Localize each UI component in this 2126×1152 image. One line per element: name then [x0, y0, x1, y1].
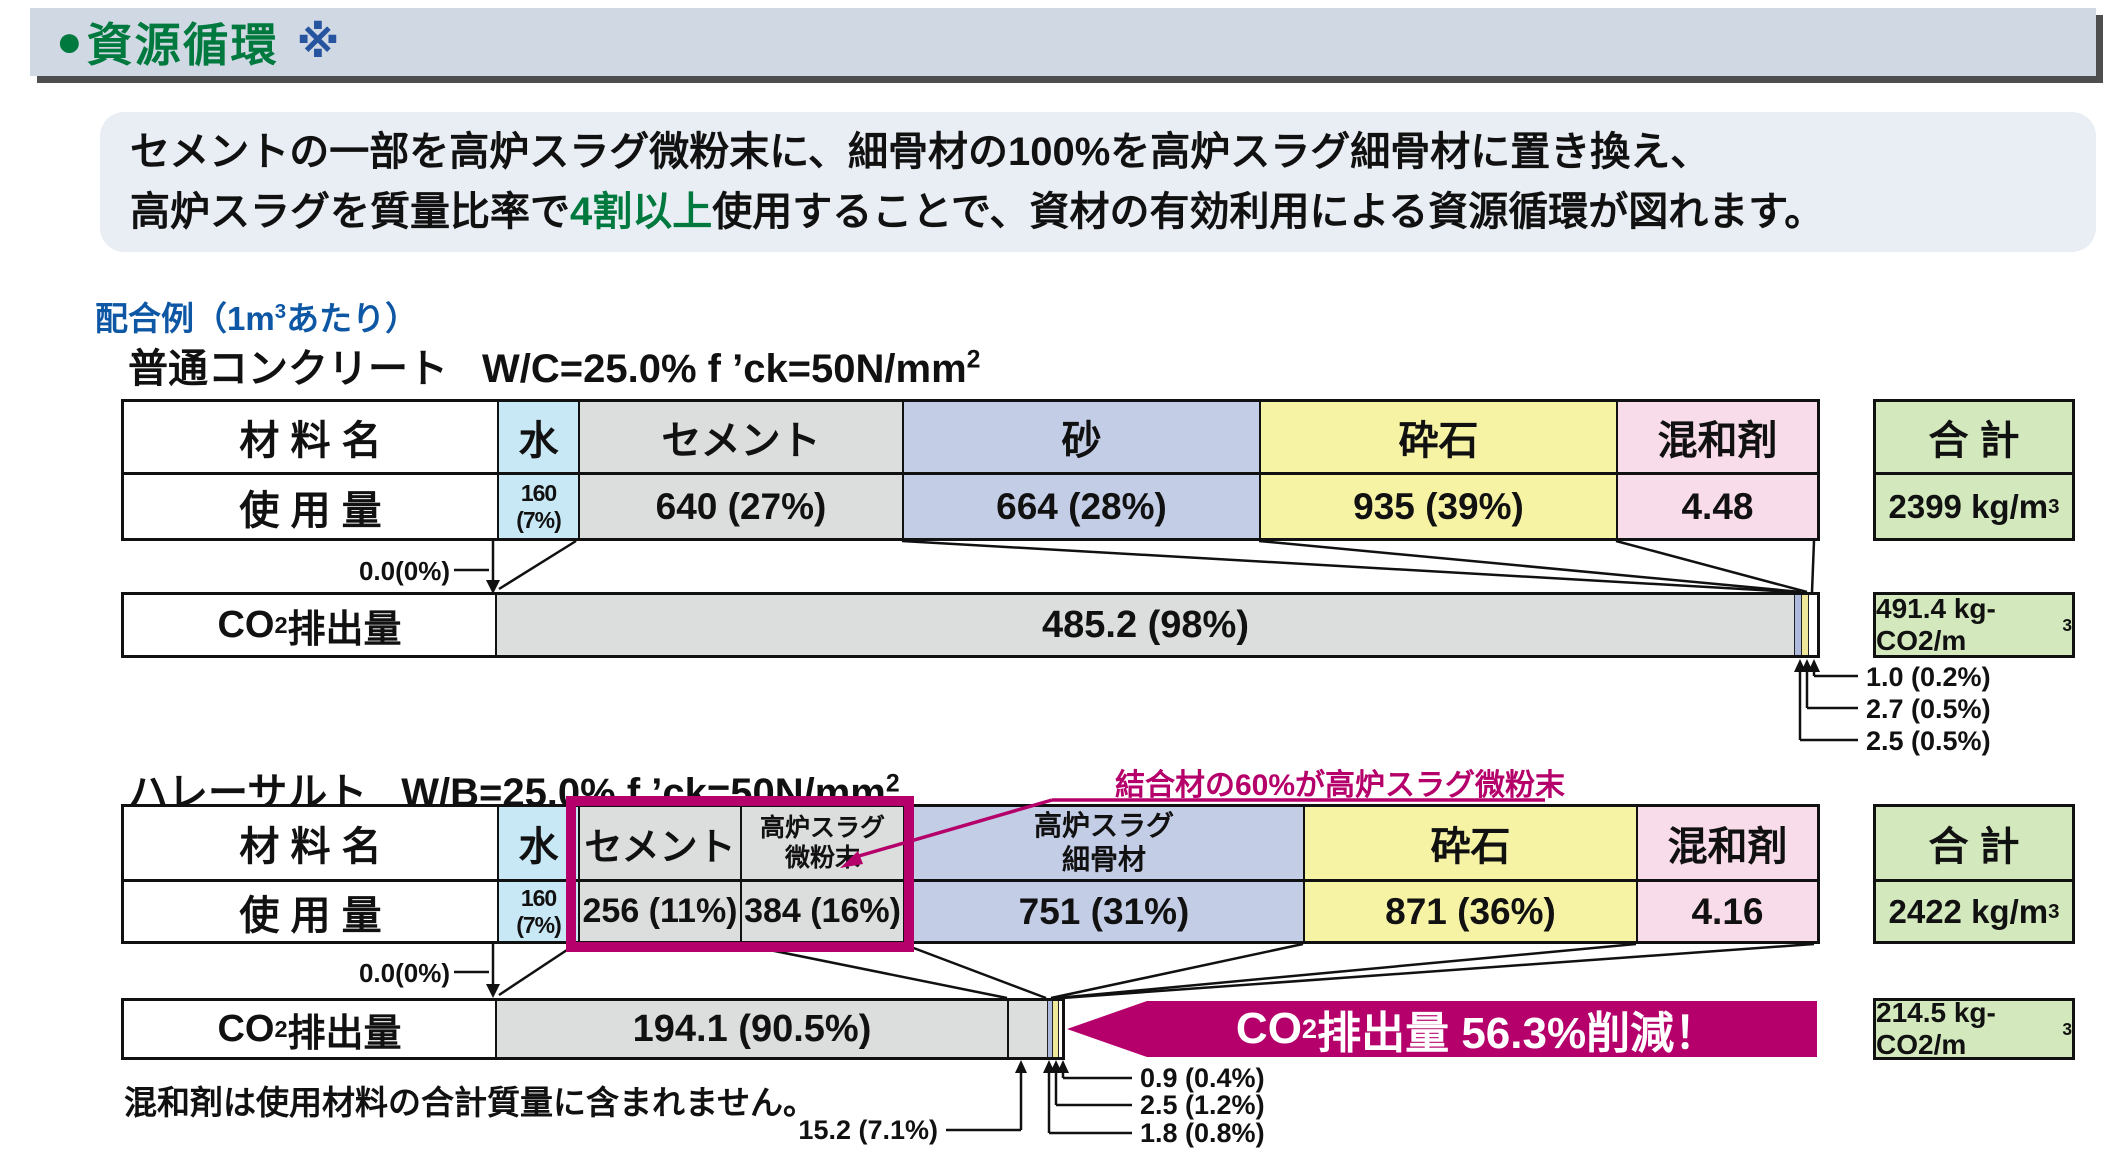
table1-usage-sand: 664 (28%) — [902, 472, 1259, 538]
table2-header-admixture: 混和剤 — [1636, 807, 1817, 879]
table2-usage-stone: 871 (36%) — [1303, 879, 1636, 941]
table1-header-sand: 砂 — [902, 402, 1259, 472]
admixture-note: 混和剤は使用材料の合計質量に含まれません。 — [124, 1084, 817, 1121]
table2-co2-segment-slag-powder — [1007, 1001, 1047, 1057]
table1-usage-label: 使 用 量 — [124, 472, 497, 538]
table2-co2-segment-cement: 194.1 (90.5%) — [497, 1001, 1007, 1057]
table1-header-stone: 砕石 — [1259, 402, 1616, 472]
table2-header-slag-aggregate: 高炉スラグ 細骨材 — [903, 807, 1303, 879]
table2-co2-segment-stone — [1052, 1001, 1058, 1057]
intro-line2-post: 使用することで、資材の有効利用による資源循環が図れます。 — [712, 190, 1825, 234]
table1-materials: 材 料 名 水 セメント 砂 砕石 混和剤 使 用 量 160 (7%) 640… — [121, 399, 1820, 541]
table2-usage-slag-aggregate: 751 (31%) — [903, 879, 1303, 941]
intro-line-2: 高炉スラグを質量比率で4割以上使用することで、資材の有効利用による資源循環が図れ… — [130, 182, 2096, 242]
table2-usage-slag-powder: 384 (16%) — [740, 879, 903, 941]
co2-reduction-arrow: CO 2 排出量 56.3%削減！ — [1067, 1001, 1817, 1057]
table1-title: 普通コンクリート W/C=25.0% f ’ck=50N/mm2 — [128, 336, 980, 394]
table1-header-material: 材 料 名 — [239, 419, 382, 463]
table1-total-label: 合 計 — [1928, 419, 2020, 463]
intro-line-1: セメントの一部を高炉スラグ微粉末に、細骨材の100%を高炉スラグ細骨材に置き換え… — [130, 130, 1711, 174]
table2-callout-slag-powder: 15.2 (7.1%) — [798, 1115, 938, 1145]
intro-line2-highlight: 4割以上 — [570, 190, 713, 234]
table1-callout-sand: 2.5 (0.5%) — [1866, 726, 1991, 756]
table2-callout-slag-aggregate: 1.8 (0.8%) — [1140, 1118, 1265, 1148]
table2-usage-label: 使 用 量 — [124, 879, 497, 941]
table2-co2-segment-slag-aggregate — [1047, 1001, 1052, 1057]
table2-co2-label: CO 2 排出量 — [124, 1001, 497, 1057]
table1-total-value: 2399 kg/m 3 — [1876, 472, 2072, 538]
table1-co2-row: CO 2 排出量 485.2 (98%) — [121, 592, 1820, 658]
table1-usage-cement: 640 (27%) — [578, 472, 902, 538]
table1-co2-segment-cement: 485.2 (98%) — [497, 595, 1794, 655]
intro-line2-pre: 高炉スラグを質量比率で — [130, 190, 570, 234]
table1-usage-water: 160 (7%) — [497, 472, 578, 538]
table1-header-cement: セメント — [578, 402, 902, 472]
table2-materials: 材 料 名 水 セメント 高炉スラグ 微粉末 高炉スラグ 細骨材 砕石 混和剤 … — [121, 804, 1820, 944]
section-title: 資源循環 — [86, 19, 279, 71]
table2-header-slag-powder: 高炉スラグ 微粉末 — [740, 807, 903, 879]
table1-zero-label: 0.0(0%) — [358, 556, 450, 586]
table2-total-label: 合 計 — [1928, 825, 2020, 869]
table1-header-admixture: 混和剤 — [1616, 402, 1817, 472]
table1-co2-label: CO 2 排出量 — [124, 595, 497, 655]
table1-co2-segment-admixture — [1808, 595, 1817, 655]
table1-callout-admixture: 1.0 (0.2%) — [1866, 662, 1991, 692]
mix-example-label: 配合例（1m3あたり） — [95, 292, 418, 340]
mix-example-post: あたり） — [286, 300, 419, 337]
table1-callout-stone: 2.7 (0.5%) — [1866, 694, 1991, 724]
mix-example-sup: 3 — [274, 300, 287, 323]
table2-total-box: 合 計 2422 kg/m 3 — [1873, 804, 2075, 944]
table2-usage-admixture: 4.16 — [1636, 879, 1817, 941]
table1-co2-total: 491.4 kg-CO2/m 3 — [1873, 592, 2075, 658]
table2-callout-stone: 2.5 (1.2%) — [1140, 1090, 1265, 1120]
table1-usage-admixture: 4.48 — [1616, 472, 1817, 538]
table2-co2-total: 214.5 kg-CO2/m 3 — [1873, 997, 2075, 1060]
table2-zero-label: 0.0(0%) — [358, 958, 450, 988]
table1-usage-stone: 935 (39%) — [1259, 472, 1616, 538]
table1-spec: W/C=25.0% f ’ck=50N/mm2 — [482, 346, 981, 391]
table2-usage-water: 160 (7%) — [497, 879, 578, 941]
table2-co2-row: CO 2 排出量 194.1 (90.5%) — [121, 998, 1065, 1060]
table2-header-water: 水 — [497, 807, 578, 879]
table2-total-value: 2422 kg/m 3 — [1876, 879, 2072, 941]
table1-name: 普通コンクリート — [128, 347, 448, 391]
bullet-icon: ● — [56, 17, 83, 66]
table1-header-water: 水 — [497, 402, 578, 472]
table2-header-material: 材 料 名 — [239, 825, 382, 869]
table2-co2-segment-admixture — [1058, 1001, 1062, 1057]
slag-annotation: 結合材の60%が高炉スラグ微粉末 — [1115, 769, 1566, 802]
table1-total-box: 合 計 2399 kg/m 3 — [1873, 399, 2075, 541]
table2-header-cement: セメント — [578, 807, 740, 879]
reference-mark-icon: ※ — [296, 17, 340, 67]
intro-box: セメントの一部を高炉スラグ微粉末に、細骨材の100%を高炉スラグ細骨材に置き換え… — [100, 112, 2096, 252]
table2-header-stone: 砕石 — [1303, 807, 1636, 879]
mix-example-pre: 配合例（1m — [95, 300, 275, 337]
table1-co2-segment-sand — [1794, 595, 1801, 655]
table2-callout-admixture: 0.9 (0.4%) — [1140, 1063, 1265, 1093]
section-header-bar: ● 資源循環 ※ — [30, 8, 2096, 76]
table2-usage-cement: 256 (11%) — [578, 879, 740, 941]
table1-co2-segment-stone — [1801, 595, 1808, 655]
